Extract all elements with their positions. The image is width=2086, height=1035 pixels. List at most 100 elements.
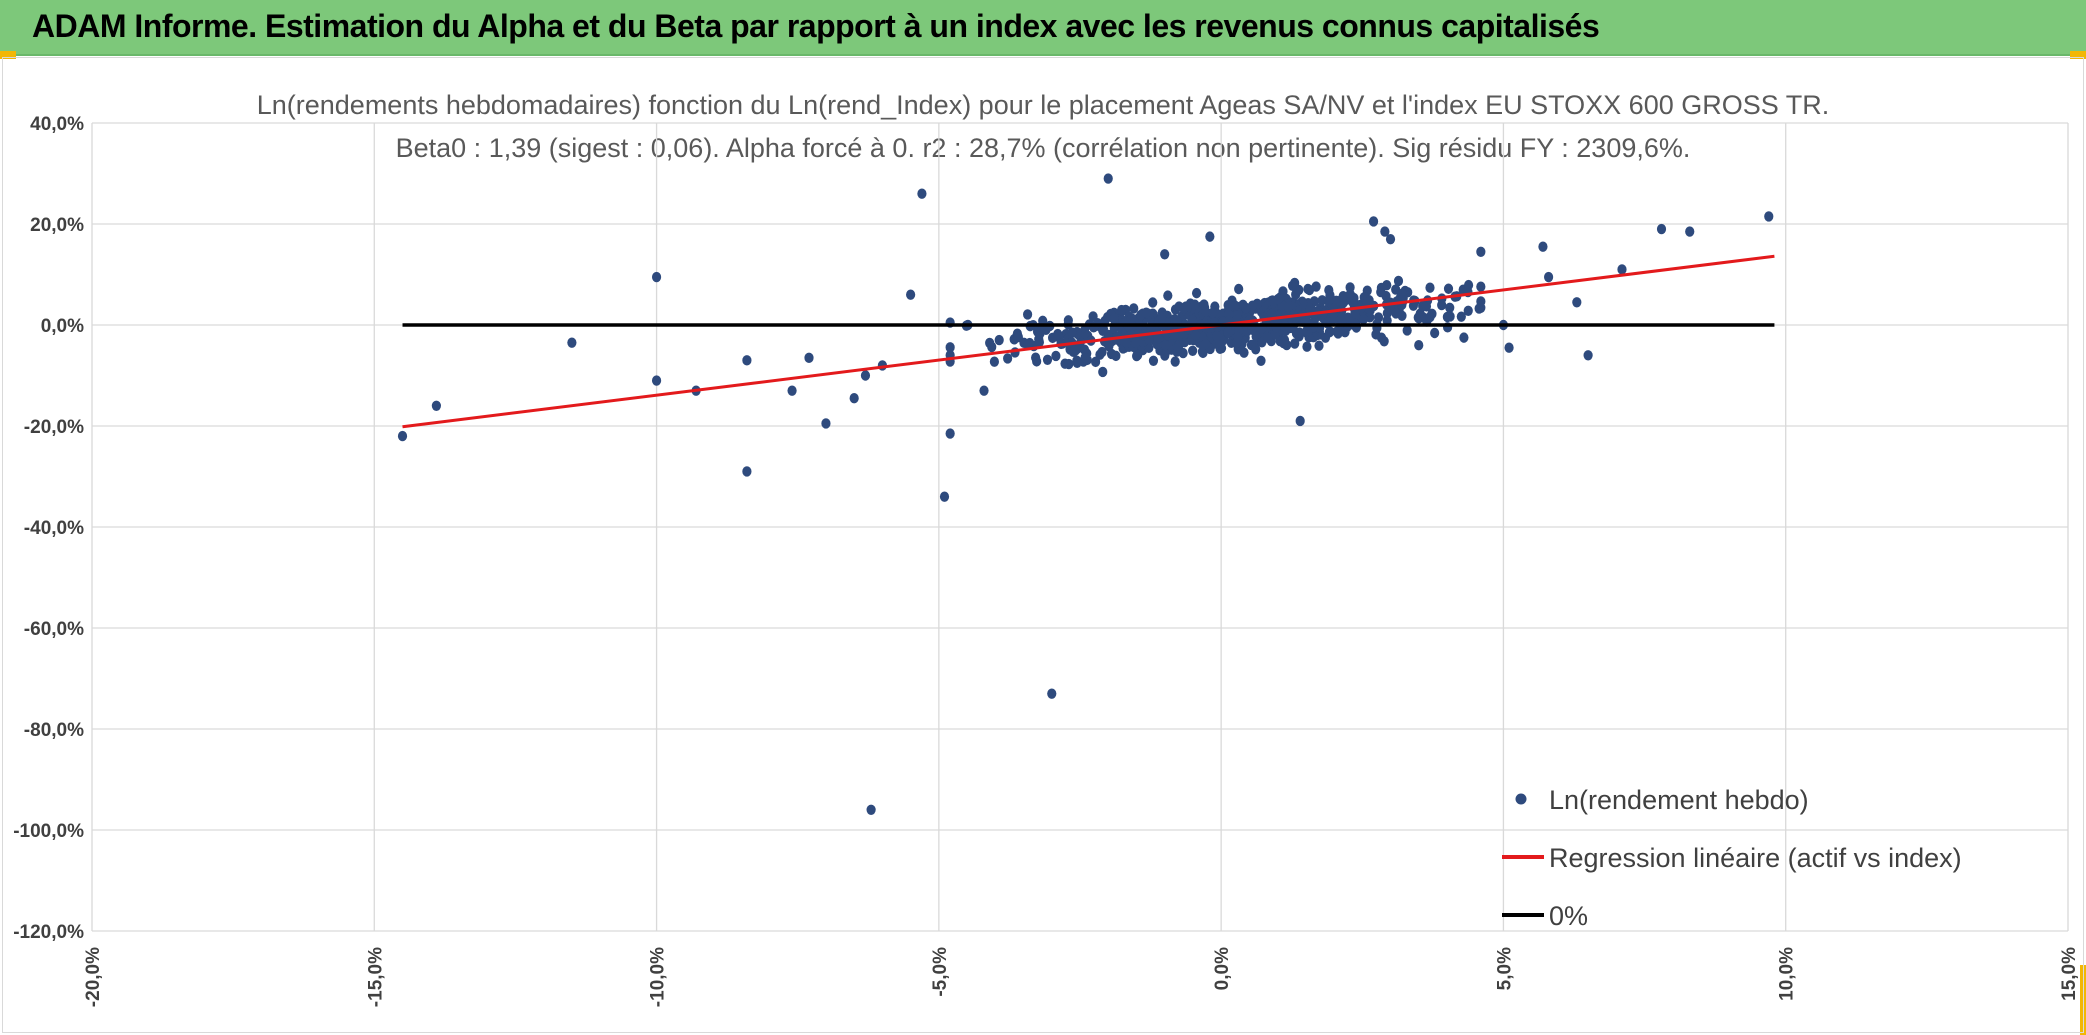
y-tick-label: -20,0% — [24, 417, 84, 438]
legend-label-zero: 0% — [1549, 901, 1588, 931]
data-point — [1208, 307, 1218, 319]
data-point — [1303, 283, 1313, 295]
data-point — [1053, 328, 1063, 340]
data-point — [1003, 353, 1013, 364]
data-point — [1234, 283, 1244, 295]
data-point — [1080, 352, 1090, 363]
data-point — [1538, 241, 1548, 252]
data-point — [1685, 226, 1695, 237]
data-point — [1163, 290, 1173, 301]
data-point — [1764, 211, 1774, 222]
data-point — [917, 188, 927, 199]
y-tick-label: -80,0% — [24, 720, 84, 741]
data-point — [1414, 340, 1424, 351]
header-title: ADAM Informe. Estimation du Alpha et du … — [32, 8, 1600, 44]
y-tick-label: -60,0% — [24, 619, 84, 640]
data-point — [1382, 308, 1392, 319]
data-point — [1267, 295, 1278, 306]
data-point — [1583, 350, 1593, 361]
data-point — [1064, 358, 1074, 370]
data-point — [1504, 342, 1514, 353]
data-point — [1170, 356, 1180, 367]
y-tick-label: -40,0% — [24, 518, 84, 539]
data-point — [1148, 297, 1158, 308]
data-point — [651, 271, 662, 283]
data-point — [1376, 282, 1386, 294]
data-point — [1034, 334, 1044, 345]
data-point — [1013, 331, 1023, 343]
data-point — [1443, 283, 1454, 294]
data-point — [1070, 345, 1080, 356]
data-point — [1456, 311, 1466, 322]
data-point — [1160, 339, 1171, 351]
data-point — [787, 385, 797, 396]
data-point — [1141, 307, 1151, 318]
x-tick-label: 15,0% — [2059, 947, 2080, 1001]
data-point — [1239, 347, 1249, 358]
data-point — [1205, 231, 1215, 242]
data-point — [1331, 295, 1341, 307]
data-point — [1476, 246, 1486, 257]
header-bar: ADAM Informe. Estimation du Alpha et du … — [0, 0, 2086, 56]
data-point — [1543, 271, 1554, 283]
data-point — [1338, 290, 1348, 302]
corner-marker-top-right — [2070, 51, 2086, 59]
chart-title-line-2: Beta0 : 1,39 (sigest : 0,06). Alpha forc… — [396, 133, 1691, 163]
data-point — [1022, 309, 1033, 320]
data-point — [1385, 233, 1396, 245]
data-point — [1393, 275, 1404, 287]
data-point — [1212, 330, 1222, 342]
data-point — [1067, 327, 1077, 338]
data-point — [821, 418, 831, 429]
data-point — [1097, 346, 1107, 358]
data-point — [1572, 297, 1582, 308]
data-point — [1371, 329, 1381, 340]
data-point — [1266, 308, 1276, 320]
y-tick-label: 0,0% — [41, 316, 84, 337]
data-point — [1425, 282, 1435, 293]
data-point — [1072, 357, 1082, 368]
data-point — [1402, 325, 1412, 336]
data-point — [1290, 338, 1300, 349]
data-point — [1279, 337, 1289, 349]
data-point — [1191, 287, 1202, 299]
legend-label-regression: Regression linéaire (actif vs index) — [1549, 843, 1962, 873]
data-point — [1368, 216, 1379, 227]
data-point — [989, 356, 999, 367]
data-point — [1132, 350, 1142, 362]
data-point — [1358, 314, 1369, 325]
legend-label-points: Ln(rendement hebdo) — [1549, 785, 1809, 815]
x-tick-label: -15,0% — [365, 947, 386, 1007]
data-point — [1324, 327, 1334, 338]
data-point — [1153, 333, 1163, 344]
data-point — [1187, 314, 1197, 326]
data-point — [1256, 355, 1266, 367]
data-point — [985, 337, 995, 349]
regression-line — [402, 254, 1775, 429]
data-points — [397, 173, 1774, 815]
data-point — [1656, 223, 1667, 235]
data-point — [1290, 277, 1300, 289]
data-point — [1172, 315, 1182, 326]
data-point — [1413, 312, 1423, 323]
legend-marker-points-icon — [1515, 793, 1527, 805]
data-point — [994, 334, 1004, 346]
data-point — [1098, 325, 1108, 336]
data-point — [945, 428, 955, 439]
data-point — [1283, 301, 1293, 313]
x-tick-label: 10,0% — [1777, 947, 1798, 1001]
data-point — [1241, 302, 1251, 314]
data-point — [849, 393, 859, 404]
x-tick-label: -10,0% — [648, 947, 669, 1007]
data-point — [1295, 415, 1305, 427]
data-point — [1617, 264, 1627, 275]
data-point — [1430, 327, 1440, 339]
data-point — [1199, 299, 1209, 310]
y-tick-label: 20,0% — [30, 215, 84, 236]
data-point — [431, 400, 441, 411]
y-tick-label: 40,0% — [30, 114, 84, 135]
data-point — [1278, 286, 1288, 297]
data-point — [1129, 303, 1139, 314]
data-point — [1302, 341, 1312, 352]
